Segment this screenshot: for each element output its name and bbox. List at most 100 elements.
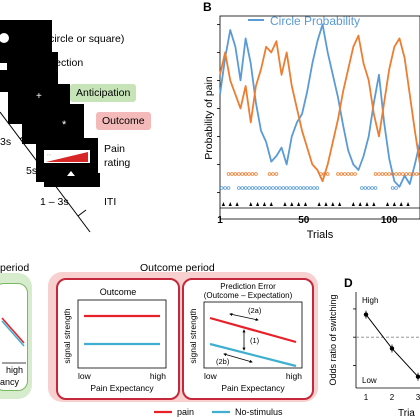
pain-marker <box>317 202 321 206</box>
pain-marker <box>399 202 403 206</box>
label-2a: (2a) <box>248 306 262 315</box>
d-x-tick: 3 <box>416 393 420 402</box>
choice-marker <box>370 186 374 190</box>
choice-marker <box>377 172 381 176</box>
anticipation-xlabel: ancy <box>0 377 20 387</box>
choice-marker <box>411 172 415 176</box>
pain-marker <box>392 202 396 206</box>
choice-marker <box>223 186 227 190</box>
pain-marker <box>262 202 267 206</box>
odds-point <box>415 374 420 379</box>
panel-b-letter: B <box>203 0 212 14</box>
d-x-tick: 1 <box>364 393 369 402</box>
choice-marker <box>366 186 371 190</box>
svg-text:low: low <box>78 371 92 381</box>
choice-marker <box>339 172 344 176</box>
card-xlabel: Pain Expectancy <box>90 383 154 393</box>
choice-marker <box>264 186 268 190</box>
y-axis-label: Probability of pain <box>203 76 215 160</box>
choice-marker <box>401 172 405 176</box>
choice-marker <box>219 186 224 190</box>
choice-marker <box>305 186 309 190</box>
square-shape-icon <box>0 63 7 70</box>
pain-marker <box>303 202 308 206</box>
label-choice: Choice (circle or square) <box>10 33 125 45</box>
time-iti: 1 – 3s <box>40 196 69 208</box>
pain-marker <box>283 202 287 206</box>
choice-marker <box>380 172 385 176</box>
pain-marker <box>235 202 239 206</box>
choice-marker <box>233 172 238 176</box>
svg-text:signal strength: signal strength <box>188 308 198 364</box>
choice-marker <box>363 186 368 190</box>
choice-marker <box>295 186 299 190</box>
choice-marker <box>291 186 296 190</box>
d-y-axis-label: Odds ratio of switching <box>328 294 338 385</box>
label-selection: Selection <box>40 57 84 69</box>
choice-marker <box>237 172 241 176</box>
pain-marker <box>221 202 226 206</box>
choice-marker <box>373 186 378 190</box>
choice-marker <box>360 186 364 190</box>
square-probability-line <box>219 34 420 183</box>
pain-marker <box>365 202 369 206</box>
choice-marker <box>312 186 316 190</box>
card-ylabel: signal strength <box>62 308 72 364</box>
choice-marker <box>284 186 289 190</box>
pain-marker <box>297 202 301 206</box>
card-pe-subtitle: (Outcome – Expectation) <box>204 291 293 300</box>
circle-shape-icon <box>0 33 9 43</box>
d-x-axis-label: Tria <box>398 408 415 419</box>
timeline-line <box>0 111 91 233</box>
choice-marker <box>325 172 330 176</box>
svg-text:Pain Expectancy: Pain Expectancy <box>221 383 285 393</box>
choice-marker <box>267 186 272 190</box>
choice-marker <box>394 186 398 190</box>
choice-marker <box>274 172 279 176</box>
choice-marker <box>336 172 340 176</box>
choice-marker <box>353 172 357 176</box>
choice-marker <box>390 186 395 190</box>
task-sequence-diagram: + * ◦ ◦ <box>0 20 100 233</box>
label-2b: (2b) <box>216 357 230 366</box>
choice-marker <box>390 172 395 176</box>
rating-wedge <box>46 152 88 162</box>
legend: pain No-stimulus <box>154 407 283 417</box>
outcome-period-title: Outcome period <box>140 262 215 274</box>
anticipation-period-title: period <box>0 262 30 274</box>
choice-marker <box>271 186 275 190</box>
choice-marker <box>254 186 258 190</box>
x-axis-label: Trials <box>307 229 334 241</box>
svg-text:◦ ◦: ◦ ◦ <box>47 152 52 157</box>
card-outcome-title: Outcome <box>100 287 137 297</box>
choice-marker <box>301 186 306 190</box>
choice-marker <box>315 186 320 190</box>
card-pe-title: Prediction Error <box>220 282 276 291</box>
choice-marker <box>240 172 245 176</box>
pain-marker <box>249 202 253 206</box>
choice-marker <box>260 186 265 190</box>
choice-marker <box>346 172 351 176</box>
svg-text:low: low <box>204 371 218 381</box>
pain-marker <box>406 202 410 206</box>
star-symbol: * <box>62 119 67 131</box>
choice-marker <box>250 172 255 176</box>
probability-chart: 1 50 100 Circle Probability Probability of… <box>203 14 420 241</box>
choice-marker <box>254 172 258 176</box>
x-tick-label: 50 <box>298 215 310 226</box>
choice-marker <box>322 172 327 176</box>
choice-marker <box>414 172 419 176</box>
choice-marker <box>274 186 279 190</box>
label-1: (1) <box>250 336 260 345</box>
legend-pain: pain <box>177 407 194 417</box>
pain-marker <box>269 202 273 206</box>
choice-marker <box>407 172 412 176</box>
pain-marker <box>256 202 260 206</box>
pain-marker <box>228 202 232 206</box>
pe-pain-line <box>209 316 297 344</box>
choice-marker <box>257 186 262 190</box>
pain-marker <box>338 202 342 206</box>
choice-marker <box>247 186 251 190</box>
pain-marker <box>385 202 390 206</box>
choice-marker <box>308 186 313 190</box>
